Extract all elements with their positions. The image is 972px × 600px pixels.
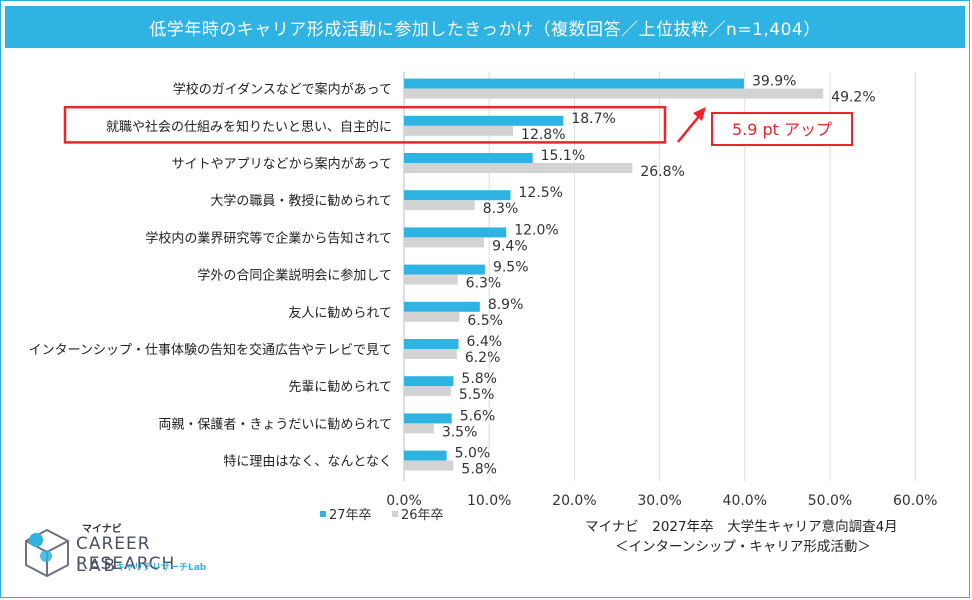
data-label-27: 39.9% <box>752 74 796 90</box>
bar-27 <box>404 227 507 238</box>
data-label-27: 5.8% <box>461 371 497 387</box>
career-research-lab-logo: マイナビ CAREER RESEARCH LAB キャリアリサーチLab <box>22 520 242 584</box>
category-label: 大学の職員・教授に勧められて <box>210 193 392 209</box>
bar-26 <box>404 423 434 434</box>
legend-label: 27年卒 <box>329 508 372 523</box>
data-label-27: 15.1% <box>541 148 585 164</box>
bar-27 <box>404 339 459 349</box>
data-label-27: 12.5% <box>519 185 563 201</box>
source-line-1: マイナビ 2027年卒 大学生キャリア意向調査4月 <box>585 519 898 535</box>
annotation-box <box>711 112 853 146</box>
category-label: 学外の合同企業説明会に参加して <box>197 268 392 284</box>
category-label: インターンシップ・仕事体験の告知を交通広告やテレビで見て <box>29 342 392 358</box>
bar-27 <box>404 413 452 424</box>
source-line-2: ＜インターンシップ・キャリア形成活動＞ <box>615 539 871 555</box>
logo-lab: LAB <box>76 556 119 576</box>
data-label-27: 5.6% <box>460 408 496 424</box>
logo-subtitle: キャリアリサーチLab <box>116 563 207 573</box>
bar-26 <box>404 237 485 248</box>
x-tick-label: 20.0% <box>552 493 596 509</box>
category-label: 先輩に勧められて <box>288 379 392 395</box>
bar-26 <box>404 125 514 136</box>
data-label-26: 8.3% <box>483 201 519 217</box>
bar-27 <box>404 115 564 126</box>
bar-27 <box>404 301 480 312</box>
x-tick-label: 40.0% <box>723 493 767 509</box>
annotation-arrow-line <box>677 114 701 143</box>
bar-26 <box>404 460 454 471</box>
logo-career-research: CAREER RESEARCH <box>76 534 176 574</box>
data-label-27: 6.4% <box>467 334 503 350</box>
bar-27 <box>404 264 485 275</box>
data-label-27: 12.0% <box>514 222 558 238</box>
data-label-27: 8.9% <box>488 297 524 313</box>
x-tick-label: 30.0% <box>637 493 681 509</box>
data-label-27: 5.0% <box>455 446 491 462</box>
data-label-26: 6.3% <box>466 276 502 292</box>
category-label: 両親・保護者・きょうだいに勧められて <box>158 416 392 432</box>
legend-swatch <box>320 511 326 517</box>
bar-27 <box>404 78 744 89</box>
data-label-26: 3.5% <box>442 424 478 440</box>
annotation-arrow-head <box>693 107 706 121</box>
data-label-26: 5.8% <box>461 462 497 478</box>
x-tick-label: 60.0% <box>893 493 937 509</box>
bar-26 <box>404 274 458 285</box>
data-label-26: 9.4% <box>492 238 528 254</box>
data-label-27: 9.5% <box>493 260 529 276</box>
category-label: 学校のガイダンスなどで案内があって <box>173 82 392 98</box>
data-label-26: 6.2% <box>465 350 501 366</box>
data-label-26: 49.2% <box>831 90 875 106</box>
annotation-text: 5.9 pt アップ <box>732 120 832 139</box>
bar-27 <box>404 450 447 461</box>
x-tick-label: 50.0% <box>808 493 852 509</box>
bar-26 <box>404 349 457 359</box>
data-label-26: 26.8% <box>640 164 684 180</box>
category-label: 学校内の業界研究等で企業から告知されて <box>145 230 392 246</box>
data-label-26: 12.8% <box>521 127 565 143</box>
data-label-27: 18.7% <box>571 111 615 127</box>
cube-logo-icon <box>25 528 69 578</box>
bar-27 <box>404 190 511 201</box>
category-label: 就職や社会の仕組みを知りたいと思い、自主的に <box>106 119 392 135</box>
highlight-box <box>63 105 667 144</box>
bar-26 <box>404 311 460 322</box>
legend-label: 26年卒 <box>401 508 444 523</box>
x-tick-label: 0.0% <box>386 493 422 509</box>
data-label-26: 6.5% <box>467 313 503 329</box>
source-note: マイナビ 2027年卒 大学生キャリア意向調査4月 ＜インターンシップ・キャリア… <box>585 517 945 557</box>
bar-27 <box>404 153 533 163</box>
bar-26 <box>404 88 824 99</box>
category-label: 友人に勧められて <box>288 305 392 321</box>
category-label: サイトやアプリなどから案内があって <box>172 156 392 172</box>
logo-mynavi: マイナビ <box>82 524 122 535</box>
bar-26 <box>404 200 475 211</box>
chart-title: 低学年時のキャリア形成活動に参加したきっかけ（複数回答／上位抜粋／n=1,404… <box>5 6 965 48</box>
bar-26 <box>404 386 451 397</box>
x-tick-label: 10.0% <box>467 493 511 509</box>
legend-swatch <box>392 511 398 517</box>
bar-27 <box>404 376 454 387</box>
bar-26 <box>404 163 633 173</box>
category-label: 特に理由はなく、なんとなく <box>223 455 392 470</box>
data-label-26: 5.5% <box>459 387 495 403</box>
